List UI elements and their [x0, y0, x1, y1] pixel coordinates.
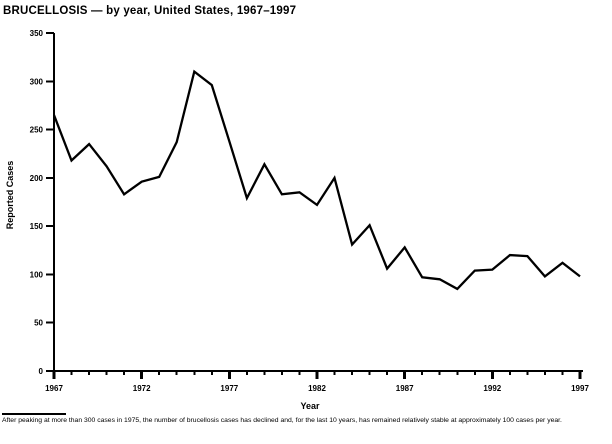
axis-labels: Reported Cases Year	[5, 161, 320, 411]
svg-text:1977: 1977	[220, 384, 238, 393]
svg-text:300: 300	[30, 77, 44, 86]
svg-text:50: 50	[34, 319, 43, 328]
svg-text:150: 150	[30, 222, 44, 231]
svg-text:350: 350	[30, 29, 44, 38]
footnote-text: After peaking at more than 300 cases in …	[2, 417, 562, 424]
y-axis-ticks: 0 50 100 150 200 250 300 350	[30, 29, 54, 376]
footnote-rule	[2, 413, 66, 415]
data-line	[52, 69, 581, 291]
y-axis-title: Reported Cases	[5, 161, 15, 230]
svg-text:1992: 1992	[483, 384, 501, 393]
x-axis-ticks: 1967 1972 1977 1982 1987 1992 1997	[45, 371, 589, 393]
svg-text:1972: 1972	[133, 384, 151, 393]
svg-text:100: 100	[30, 270, 44, 279]
svg-text:200: 200	[30, 174, 44, 183]
line-chart: 0 50 100 150 200 250 300 350 1967 1972 1977 1982 198…	[5, 29, 589, 411]
svg-text:1967: 1967	[45, 384, 63, 393]
svg-text:1997: 1997	[571, 384, 589, 393]
svg-text:1987: 1987	[396, 384, 414, 393]
svg-text:0: 0	[39, 367, 44, 376]
svg-text:1982: 1982	[308, 384, 326, 393]
x-axis-title: Year	[300, 401, 320, 411]
svg-text:250: 250	[30, 126, 44, 135]
footnote: After peaking at more than 300 cases in …	[2, 413, 608, 426]
chart-title: BRUCELLOSIS — by year, United States, 19…	[3, 5, 297, 17]
